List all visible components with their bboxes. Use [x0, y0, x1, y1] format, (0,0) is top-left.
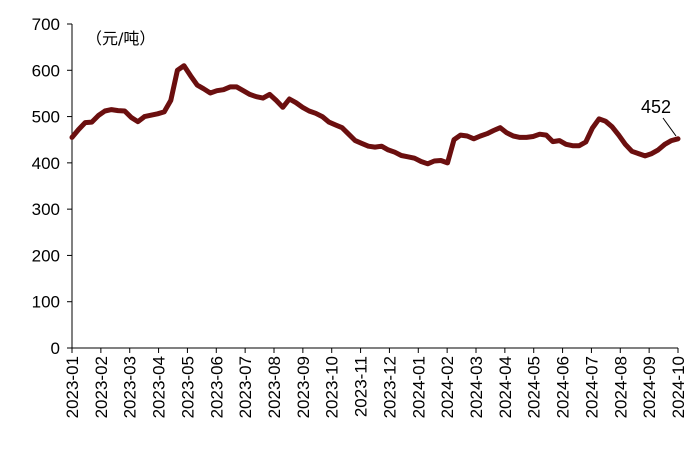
x-tick-label: 2023-06 [207, 356, 226, 418]
x-tick-label: 2023-03 [121, 356, 140, 418]
x-tick-label: 2024-04 [496, 356, 515, 418]
x-tick-label: 2024-05 [525, 356, 544, 418]
annotation-leader-line [662, 117, 677, 137]
x-tick-label: 2023-07 [236, 356, 255, 418]
x-axis: 2023-01 2023-02 2023-03 2023-04 2023-05 2023-… [63, 347, 688, 418]
y-tick-label: 100 [32, 293, 60, 312]
series-group [69, 63, 681, 167]
x-tick-label: 2023-10 [323, 356, 342, 418]
y-tick-label: 500 [32, 108, 60, 127]
y-tick-label: 300 [32, 200, 60, 219]
series-line [69, 63, 681, 167]
x-tick-label: 2023-05 [178, 356, 197, 418]
y-tick-label: 700 [32, 15, 60, 34]
y-tick-label: 0 [51, 339, 60, 358]
x-tick-label: 2024-09 [640, 356, 659, 418]
y-axis: 0 100 200 300 400 500 600 700 [32, 15, 73, 358]
x-tick-label: 2023-01 [63, 356, 82, 418]
y-tick-label: 200 [32, 246, 60, 265]
x-tick-label: 2023-11 [352, 356, 371, 417]
x-tick-label: 2024-10 [669, 356, 688, 418]
unit-label: （元/吨） [86, 29, 155, 48]
x-tick-label: 2023-09 [294, 356, 313, 418]
x-tick-label: 2024-02 [438, 356, 457, 418]
y-tick-label: 600 [32, 61, 60, 80]
x-tick-label: 2024-03 [467, 356, 486, 418]
x-tick-label: 2023-12 [380, 356, 399, 418]
x-tick-label: 2024-07 [582, 356, 601, 418]
x-tick-label: 2023-08 [265, 356, 284, 418]
x-tick-label: 2023-04 [150, 356, 169, 418]
x-tick-label: 2024-08 [611, 356, 630, 418]
x-tick-label: 2024-06 [554, 356, 573, 418]
x-tick-label: 2023-02 [92, 356, 111, 418]
x-tick-label: 2024-01 [409, 356, 428, 418]
last-value-annotation: 452 [641, 97, 671, 117]
y-tick-label: 400 [32, 154, 60, 173]
